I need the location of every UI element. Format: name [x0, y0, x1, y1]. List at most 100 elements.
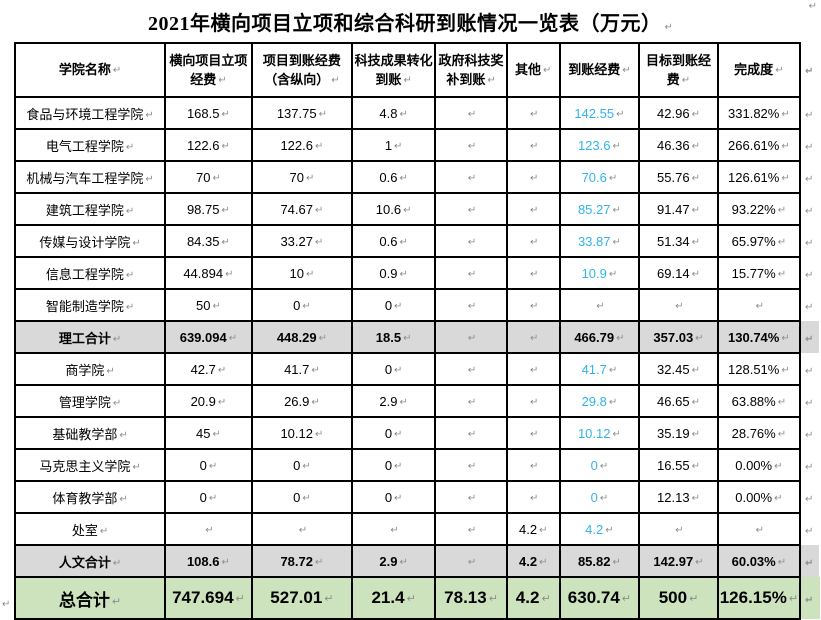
- value-cell[interactable]: 0 ↵: [558, 480, 641, 514]
- value-cell[interactable]: 26.9 ↵: [250, 384, 354, 418]
- value-cell[interactable]: 84.35 ↵: [164, 224, 253, 258]
- value-cell[interactable]: 63.88% ↵: [716, 384, 802, 418]
- value-cell[interactable]: 29.8 ↵: [558, 384, 641, 418]
- row-label-cell[interactable]: 传媒与设计学院 ↵: [13, 224, 167, 258]
- value-cell[interactable]: 10.6 ↵: [351, 192, 437, 226]
- value-cell[interactable]: 500 ↵: [638, 576, 719, 620]
- value-cell[interactable]: ↵: [434, 512, 508, 546]
- value-cell[interactable]: ↵: [434, 256, 508, 290]
- value-cell[interactable]: ↵: [716, 512, 802, 546]
- value-cell[interactable]: 12.13 ↵: [638, 480, 719, 514]
- value-cell[interactable]: ↵: [505, 160, 561, 194]
- row-label-cell[interactable]: 理工合计 ↵: [13, 320, 167, 354]
- value-cell[interactable]: 4.2 ↵: [558, 512, 641, 546]
- value-cell[interactable]: 44.894 ↵: [164, 256, 253, 290]
- value-cell[interactable]: ↵: [505, 224, 561, 258]
- value-cell[interactable]: 0 ↵: [164, 480, 253, 514]
- value-cell[interactable]: 0.9 ↵: [351, 256, 437, 290]
- value-cell[interactable]: 639.094 ↵: [164, 320, 253, 354]
- value-cell[interactable]: 2.9 ↵: [351, 384, 437, 418]
- value-cell[interactable]: ↵: [434, 480, 508, 514]
- value-cell[interactable]: 35.19 ↵: [638, 416, 719, 450]
- row-label-cell[interactable]: 管理学院 ↵: [13, 384, 167, 418]
- value-cell[interactable]: 20.9 ↵: [164, 384, 253, 418]
- value-cell[interactable]: 10.12 ↵: [558, 416, 641, 450]
- value-cell[interactable]: 10.9 ↵: [558, 256, 641, 290]
- value-cell[interactable]: 266.61% ↵: [716, 128, 802, 162]
- value-cell[interactable]: ↵: [505, 256, 561, 290]
- value-cell[interactable]: ↵: [505, 320, 561, 354]
- table-header-cell[interactable]: 横向项目立项经费 ↵: [164, 42, 253, 98]
- value-cell[interactable]: ↵: [505, 288, 561, 322]
- value-cell[interactable]: 122.6 ↵: [164, 128, 253, 162]
- value-cell[interactable]: ↵: [434, 320, 508, 354]
- value-cell[interactable]: 0 ↵: [558, 448, 641, 482]
- value-cell[interactable]: 137.75 ↵: [250, 96, 354, 130]
- value-cell[interactable]: 4.2 ↵: [505, 512, 561, 546]
- value-cell[interactable]: 15.77% ↵: [716, 256, 802, 290]
- value-cell[interactable]: 2.9 ↵: [351, 544, 437, 578]
- value-cell[interactable]: 32.45 ↵: [638, 352, 719, 386]
- value-cell[interactable]: ↵: [505, 480, 561, 514]
- value-cell[interactable]: ↵: [434, 160, 508, 194]
- value-cell[interactable]: ↵: [250, 512, 354, 546]
- value-cell[interactable]: 331.82% ↵: [716, 96, 802, 130]
- value-cell[interactable]: 16.55 ↵: [638, 448, 719, 482]
- value-cell[interactable]: ↵: [351, 512, 437, 546]
- value-cell[interactable]: 46.36 ↵: [638, 128, 719, 162]
- value-cell[interactable]: 70 ↵: [250, 160, 354, 194]
- row-label-cell[interactable]: 商学院 ↵: [13, 352, 167, 386]
- value-cell[interactable]: 0.00% ↵: [716, 480, 802, 514]
- value-cell[interactable]: 4.2 ↵: [505, 544, 561, 578]
- value-cell[interactable]: 70 ↵: [164, 160, 253, 194]
- value-cell[interactable]: 42.7 ↵: [164, 352, 253, 386]
- value-cell[interactable]: ↵: [434, 416, 508, 450]
- value-cell[interactable]: 60.03% ↵: [716, 544, 802, 578]
- value-cell[interactable]: 65.97% ↵: [716, 224, 802, 258]
- value-cell[interactable]: 142.97 ↵: [638, 544, 719, 578]
- value-cell[interactable]: 41.7 ↵: [250, 352, 354, 386]
- row-label-cell[interactable]: 建筑工程学院 ↵: [13, 192, 167, 226]
- value-cell[interactable]: 0 ↵: [351, 480, 437, 514]
- value-cell[interactable]: 0 ↵: [351, 448, 437, 482]
- value-cell[interactable]: 33.27 ↵: [250, 224, 354, 258]
- value-cell[interactable]: ↵: [505, 416, 561, 450]
- value-cell[interactable]: ↵: [434, 352, 508, 386]
- value-cell[interactable]: 74.67 ↵: [250, 192, 354, 226]
- value-cell[interactable]: 10 ↵: [250, 256, 354, 290]
- row-label-cell[interactable]: 人文合计 ↵: [13, 544, 167, 578]
- value-cell[interactable]: 55.76 ↵: [638, 160, 719, 194]
- table-header-cell[interactable]: 其他 ↵: [505, 42, 561, 98]
- table-header-cell[interactable]: 完成度 ↵: [716, 42, 802, 98]
- value-cell[interactable]: 46.65 ↵: [638, 384, 719, 418]
- value-cell[interactable]: ↵: [716, 288, 802, 322]
- value-cell[interactable]: ↵: [638, 288, 719, 322]
- value-cell[interactable]: 122.6 ↵: [250, 128, 354, 162]
- value-cell[interactable]: ↵: [434, 544, 508, 578]
- value-cell[interactable]: ↵: [505, 96, 561, 130]
- value-cell[interactable]: 70.6 ↵: [558, 160, 641, 194]
- value-cell[interactable]: 527.01 ↵: [250, 576, 354, 620]
- value-cell[interactable]: 1 ↵: [351, 128, 437, 162]
- value-cell[interactable]: 42.96 ↵: [638, 96, 719, 130]
- value-cell[interactable]: 45 ↵: [164, 416, 253, 450]
- value-cell[interactable]: 98.75 ↵: [164, 192, 253, 226]
- value-cell[interactable]: ↵: [558, 288, 641, 322]
- value-cell[interactable]: 0.6 ↵: [351, 224, 437, 258]
- value-cell[interactable]: 130.74% ↵: [716, 320, 802, 354]
- value-cell[interactable]: 78.13 ↵: [434, 576, 508, 620]
- value-cell[interactable]: ↵: [434, 128, 508, 162]
- value-cell[interactable]: ↵: [164, 512, 253, 546]
- value-cell[interactable]: 18.5 ↵: [351, 320, 437, 354]
- value-cell[interactable]: ↵: [638, 512, 719, 546]
- value-cell[interactable]: 0 ↵: [250, 288, 354, 322]
- value-cell[interactable]: 28.76% ↵: [716, 416, 802, 450]
- value-cell[interactable]: 93.22% ↵: [716, 192, 802, 226]
- table-header-cell[interactable]: 政府科技奖补到账 ↵: [434, 42, 508, 98]
- value-cell[interactable]: 0.6 ↵: [351, 160, 437, 194]
- value-cell[interactable]: 123.6 ↵: [558, 128, 641, 162]
- value-cell[interactable]: 0 ↵: [164, 448, 253, 482]
- value-cell[interactable]: 41.7 ↵: [558, 352, 641, 386]
- value-cell[interactable]: 0 ↵: [250, 448, 354, 482]
- row-label-cell[interactable]: 基础教学部 ↵: [13, 416, 167, 450]
